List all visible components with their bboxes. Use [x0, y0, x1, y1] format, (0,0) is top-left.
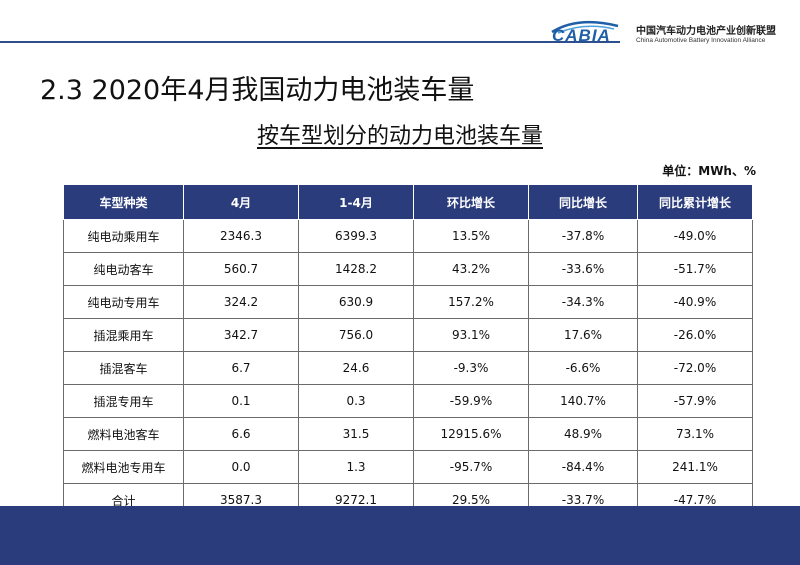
cell-jan-apr: 1428.2 — [298, 252, 414, 286]
cell-ytd-yoy-growth: -40.9% — [637, 285, 753, 319]
cell-mom-growth: -59.9% — [413, 384, 529, 418]
header-vehicle-type: 车型种类 — [63, 184, 184, 220]
cell-april: 560.7 — [183, 252, 299, 286]
cell-mom-growth: 13.5% — [413, 219, 529, 253]
cell-jan-apr: 630.9 — [298, 285, 414, 319]
cell-ytd-yoy-growth: 73.1% — [637, 417, 753, 451]
subtitle-text: 按车型划分的动力电池装车量 — [256, 124, 543, 149]
cell-yoy-growth: 48.9% — [528, 417, 638, 451]
cell-vehicle-type: 纯电动客车 — [63, 252, 184, 286]
cell-vehicle-type: 燃料电池客车 — [63, 417, 184, 451]
cell-vehicle-type: 纯电动乘用车 — [63, 219, 184, 253]
table-subtitle: 按车型划分的动力电池装车量 — [0, 118, 800, 150]
cell-vehicle-type: 插混专用车 — [63, 384, 184, 418]
org-name-en: China Automotive Battery Innovation Alli… — [636, 37, 766, 44]
table-row: 纯电动专用车 324.2 630.9 157.2% -34.3% -40.9% — [63, 285, 753, 319]
cell-ytd-yoy-growth: 241.1% — [637, 450, 753, 484]
cell-ytd-yoy-growth: -49.0% — [637, 219, 753, 253]
footer-band — [0, 506, 800, 565]
unit-label: 单位：MWh、% — [662, 164, 756, 178]
org-name-cn: 中国汽车动力电池产业创新联盟 — [636, 26, 776, 37]
cell-vehicle-type: 纯电动专用车 — [63, 285, 184, 319]
cell-mom-growth: 12915.6% — [413, 417, 529, 451]
cell-mom-growth: -9.3% — [413, 351, 529, 385]
cell-april: 324.2 — [183, 285, 299, 319]
header-jan-apr: 1-4月 — [298, 184, 414, 220]
cabia-logo-icon — [551, 20, 619, 34]
cell-mom-growth: 43.2% — [413, 252, 529, 286]
cell-april: 342.7 — [183, 318, 299, 352]
table-header-row: 车型种类 4月 1-4月 环比增长 同比增长 同比累计增长 — [63, 184, 753, 220]
cell-jan-apr: 6399.3 — [298, 219, 414, 253]
cell-vehicle-type: 插混客车 — [63, 351, 184, 385]
battery-install-table: 车型种类 4月 1-4月 环比增长 同比增长 同比累计增长 纯电动乘用车 234… — [63, 184, 753, 517]
cell-vehicle-type: 插混乘用车 — [63, 318, 184, 352]
cell-yoy-growth: 17.6% — [528, 318, 638, 352]
header-ytd-yoy-growth: 同比累计增长 — [637, 184, 753, 220]
cell-yoy-growth: -37.8% — [528, 219, 638, 253]
cell-april: 0.0 — [183, 450, 299, 484]
cell-april: 6.6 — [183, 417, 299, 451]
cell-jan-apr: 0.3 — [298, 384, 414, 418]
cell-yoy-growth: 140.7% — [528, 384, 638, 418]
table-row: 纯电动乘用车 2346.3 6399.3 13.5% -37.8% -49.0% — [63, 219, 753, 253]
cell-mom-growth: 93.1% — [413, 318, 529, 352]
cell-april: 6.7 — [183, 351, 299, 385]
cell-yoy-growth: -84.4% — [528, 450, 638, 484]
cell-ytd-yoy-growth: -72.0% — [637, 351, 753, 385]
cell-jan-apr: 756.0 — [298, 318, 414, 352]
cell-ytd-yoy-growth: -51.7% — [637, 252, 753, 286]
cell-jan-apr: 1.3 — [298, 450, 414, 484]
table-row: 插混乘用车 342.7 756.0 93.1% 17.6% -26.0% — [63, 318, 753, 352]
slide-title: 2.3 2020年4月我国动力电池装车量 — [40, 75, 475, 106]
cell-ytd-yoy-growth: -26.0% — [637, 318, 753, 352]
header-divider — [0, 41, 620, 43]
table-row: 燃料电池专用车 0.0 1.3 -95.7% -84.4% 241.1% — [63, 450, 753, 484]
cell-yoy-growth: -33.6% — [528, 252, 638, 286]
header-mom-growth: 环比增长 — [413, 184, 529, 220]
cell-vehicle-type: 燃料电池专用车 — [63, 450, 184, 484]
cell-april: 0.1 — [183, 384, 299, 418]
cell-april: 2346.3 — [183, 219, 299, 253]
header-april: 4月 — [183, 184, 299, 220]
cell-yoy-growth: -34.3% — [528, 285, 638, 319]
logo-text: CABIA — [552, 26, 611, 45]
cell-jan-apr: 31.5 — [298, 417, 414, 451]
table-row: 插混客车 6.7 24.6 -9.3% -6.6% -72.0% — [63, 351, 753, 385]
cell-mom-growth: -95.7% — [413, 450, 529, 484]
cell-ytd-yoy-growth: -57.9% — [637, 384, 753, 418]
cell-yoy-growth: -6.6% — [528, 351, 638, 385]
header-yoy-growth: 同比增长 — [528, 184, 638, 220]
table-row: 纯电动客车 560.7 1428.2 43.2% -33.6% -51.7% — [63, 252, 753, 286]
cell-mom-growth: 157.2% — [413, 285, 529, 319]
table-row: 插混专用车 0.1 0.3 -59.9% 140.7% -57.9% — [63, 384, 753, 418]
cell-jan-apr: 24.6 — [298, 351, 414, 385]
cell-vehicle-type: 合计 — [63, 483, 184, 517]
table-row: 燃料电池客车 6.6 31.5 12915.6% 48.9% 73.1% — [63, 417, 753, 451]
